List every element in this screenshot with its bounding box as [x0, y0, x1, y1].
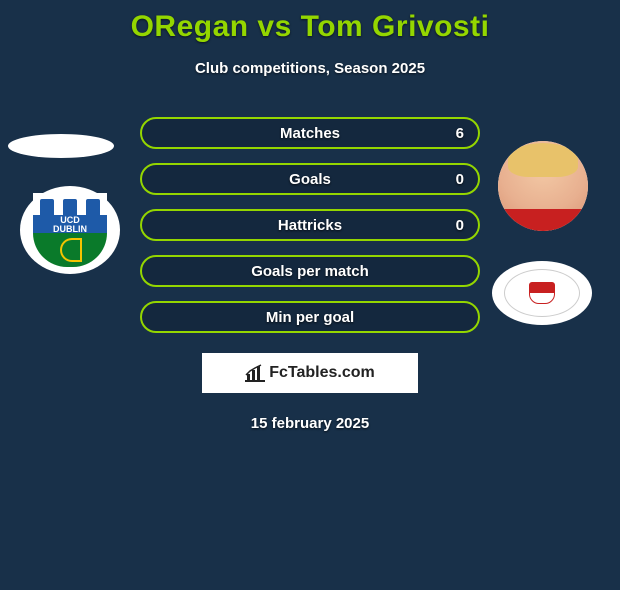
stat-row-min-per-goal: Min per goal — [140, 301, 480, 333]
stat-label: Goals — [289, 171, 331, 188]
brand-text: FcTables.com — [269, 364, 375, 382]
stat-label: Matches — [280, 125, 340, 142]
bar-chart-icon — [245, 364, 265, 382]
brand-attribution[interactable]: FcTables.com — [202, 353, 418, 393]
page-subtitle: Club competitions, Season 2025 — [0, 60, 620, 77]
stat-row-hattricks: Hattricks 0 — [140, 209, 480, 241]
stat-label: Goals per match — [251, 263, 369, 280]
stat-label: Hattricks — [278, 217, 342, 234]
stat-row-goals: Goals 0 — [140, 163, 480, 195]
stat-label: Min per goal — [266, 309, 354, 326]
player-left-avatar — [8, 134, 114, 158]
page-title: ORegan vs Tom Grivosti — [0, 10, 620, 44]
player-right-avatar — [498, 141, 588, 231]
club-badge-right — [492, 261, 592, 325]
stat-row-matches: Matches 6 — [140, 117, 480, 149]
stat-row-goals-per-match: Goals per match — [140, 255, 480, 287]
stat-right-value: 6 — [456, 125, 464, 142]
club-badge-left: UCD DUBLIN — [20, 186, 120, 274]
comparison-date: 15 february 2025 — [0, 415, 620, 432]
stat-right-value: 0 — [456, 171, 464, 188]
stat-right-value: 0 — [456, 217, 464, 234]
